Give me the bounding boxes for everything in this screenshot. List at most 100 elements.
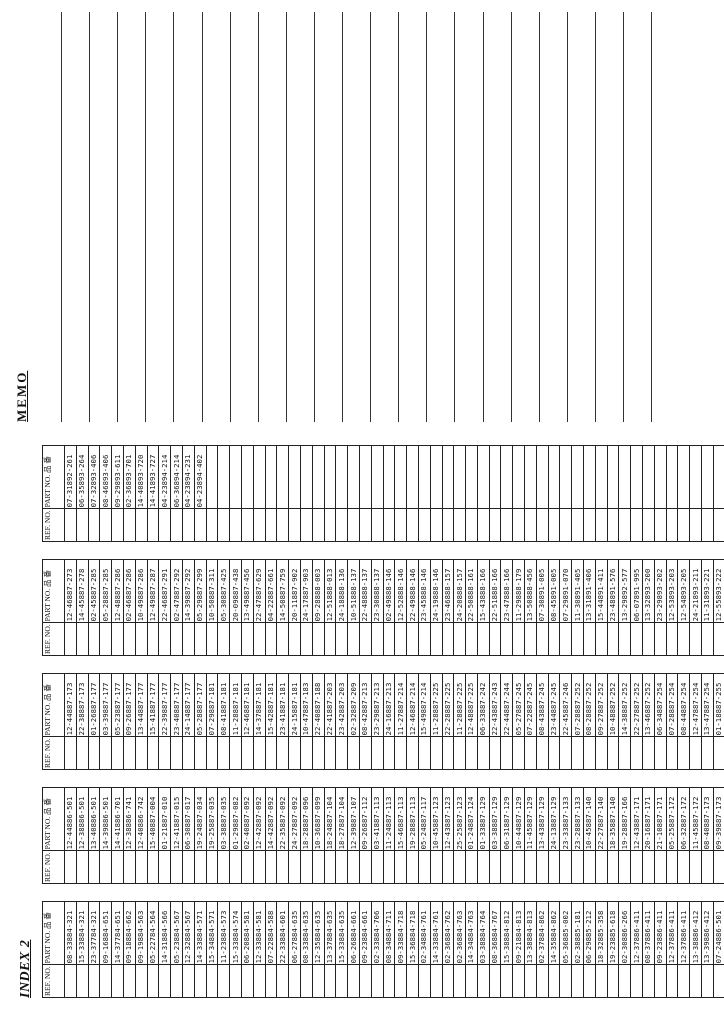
table-row: 10-44887-129 xyxy=(512,787,525,884)
table-row: 02-33884-706 xyxy=(371,901,384,998)
table-row: 02-45887-285 xyxy=(88,559,100,656)
table-row: 24-21893-211 xyxy=(689,559,702,656)
table-row xyxy=(406,445,419,542)
part-no-cell: 12-35884-635 xyxy=(312,901,325,965)
ref-cell xyxy=(666,736,678,770)
table-row: 14-33884-761 xyxy=(430,901,442,998)
table-row: 09-29893-611 xyxy=(111,445,124,542)
ref-cell xyxy=(559,850,572,884)
part-no-cell: 14-41886-701 xyxy=(111,787,124,851)
ref-cell xyxy=(324,736,336,770)
part-no-cell: 03-38887-129 xyxy=(489,787,501,851)
part-no-cell: 12-32884-567 xyxy=(182,901,195,965)
part-no-cell: 09-27887-252 xyxy=(595,673,608,737)
ref-cell xyxy=(76,508,89,542)
table-row: 23-41887-181 xyxy=(276,673,289,770)
table-row: 10-48887-252 xyxy=(607,673,619,770)
ref-cell xyxy=(170,622,183,656)
part-no-cell: 12-48887-225 xyxy=(465,673,478,737)
memo-line xyxy=(286,12,315,422)
ref-cell xyxy=(111,736,124,770)
part-no-cell: 11-45887-129 xyxy=(524,787,537,851)
part-no-cell: 02-36884-763 xyxy=(453,901,466,965)
part-no-cell: 08-33884-321 xyxy=(64,901,77,965)
table-row xyxy=(477,445,490,542)
ref-cell xyxy=(406,736,419,770)
table-row: 07-32893-406 xyxy=(88,445,100,542)
part-no-cell: 08-43887-245 xyxy=(536,673,549,737)
table-row: 23-30888-137 xyxy=(371,559,384,656)
table-row xyxy=(430,445,442,542)
part-no-cell: 20-09887-438 xyxy=(229,559,242,623)
empty-cell xyxy=(595,508,608,542)
empty-cell xyxy=(571,508,584,542)
ref-cell xyxy=(206,736,218,770)
table-row: 09-33884-718 xyxy=(394,901,407,998)
part-no-cell: 23-44887-245 xyxy=(548,673,560,737)
part-no-cell: 12-37886-411 xyxy=(666,901,678,965)
part-no-cell: 05-25887-172 xyxy=(666,787,678,851)
ref-cell xyxy=(158,850,171,884)
table-row xyxy=(265,445,277,542)
part-no-cell: 09-23884-661 xyxy=(359,901,372,965)
table-row xyxy=(701,445,714,542)
part-no-cell: 07-31892-261 xyxy=(64,445,77,509)
ref-cell xyxy=(123,964,136,998)
table-row: 18-32885-358 xyxy=(595,901,608,998)
table-row: 14-45887-278 xyxy=(76,559,89,656)
table-row: 04-22887-661 xyxy=(265,559,277,656)
table-row: 12-35884-635 xyxy=(312,901,325,998)
part-no-cell: 14-45887-278 xyxy=(76,559,89,623)
ref-cell xyxy=(241,736,254,770)
ref-cell xyxy=(182,622,195,656)
part-no-cell: 05-36885-002 xyxy=(559,901,572,965)
part-no-cell: 07-29887-181 xyxy=(206,673,218,737)
ref-cell xyxy=(630,736,643,770)
table-row: 14-39886-501 xyxy=(99,787,112,884)
ref-cell xyxy=(677,736,690,770)
empty-cell xyxy=(654,445,667,509)
part-no-cell: 08-42887-213 xyxy=(359,673,372,737)
ref-cell xyxy=(571,850,584,884)
ref-cell xyxy=(265,964,277,998)
ref-cell xyxy=(654,736,667,770)
ref-cell xyxy=(217,964,230,998)
part-no-cell: 09-33884-718 xyxy=(394,901,407,965)
empty-cell xyxy=(630,508,643,542)
table-row: 01-26887-177 xyxy=(88,673,100,770)
part-no-cell: 02-45887-285 xyxy=(88,559,100,623)
part-no-cell: 04-22887-661 xyxy=(265,559,277,623)
ref-cell xyxy=(618,622,631,656)
part-no-cell: 01-24887-124 xyxy=(465,787,478,851)
table-row xyxy=(583,445,596,542)
part-no-cell: 02-36884-762 xyxy=(442,901,454,965)
ref-cell xyxy=(713,736,724,770)
part-no-cell: 12-38886-741 xyxy=(123,787,136,851)
empty-cell xyxy=(253,445,266,509)
table-row: 09-39887-173 xyxy=(713,787,724,884)
part-no-cell: 10-45887-123 xyxy=(430,787,442,851)
part-no-cell: 15-44891-411 xyxy=(595,559,608,623)
ref-cell xyxy=(300,964,313,998)
part-no-cell: 23-48891-576 xyxy=(607,559,619,623)
table-row: 12-49887-287 xyxy=(147,559,159,656)
ref-cell xyxy=(64,508,77,542)
ref-no-header: REF. NO. xyxy=(42,964,65,998)
index-table: REF. NO. PART NO. 品 番 08-33884-321 15-33884… xyxy=(42,901,724,998)
part-no-cell: 22-28887-225 xyxy=(442,673,454,737)
table-row: 22-39887-177 xyxy=(158,673,171,770)
ref-cell xyxy=(158,508,171,542)
table-row: 06-36894-214 xyxy=(170,445,183,542)
empty-cell xyxy=(713,445,724,509)
part-no-cell: 07-32893-406 xyxy=(88,445,100,509)
memo-line xyxy=(118,12,147,422)
table-row: 14-31884-566 xyxy=(158,901,171,998)
ref-cell xyxy=(571,964,584,998)
ref-cell xyxy=(430,964,442,998)
part-no-cell: 15-49887-214 xyxy=(418,673,431,737)
part-no-cell: 09-16884-651 xyxy=(99,901,112,965)
ref-cell xyxy=(630,964,643,998)
part-no-cell: 22-49888-146 xyxy=(406,559,419,623)
table-row: 12-43887-123 xyxy=(442,787,454,884)
empty-cell xyxy=(524,445,537,509)
